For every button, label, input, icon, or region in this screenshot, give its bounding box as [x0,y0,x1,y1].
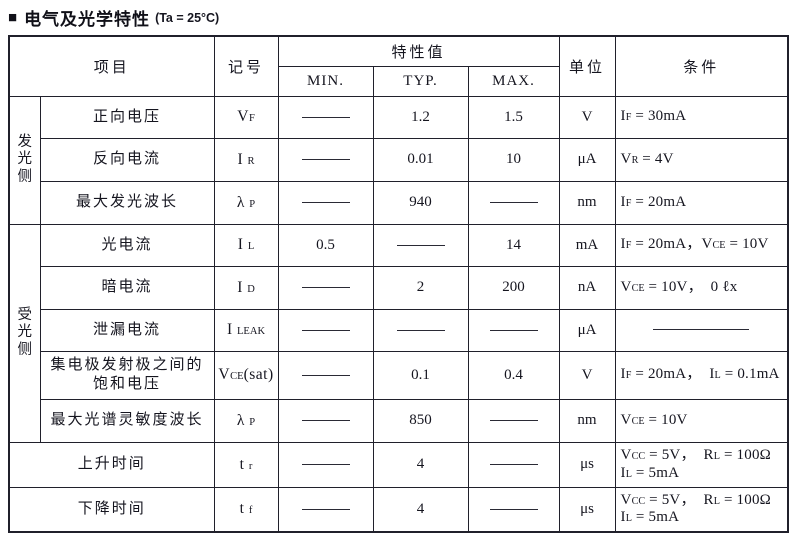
cell-max [467,180,560,225]
cell-item: 泄漏电流 [39,308,215,352]
cell-min [277,180,374,225]
cell-min: 0.5 [277,223,374,267]
spec-table-header: 项目 记号 特性值 单位 条件 MIN. TYP. MAX. [8,35,789,97]
cell-typ: 0.01 [372,137,469,182]
cell-item: 反向电流 [39,137,215,182]
cell-max: 14 [467,223,560,267]
cell-item: 集电极发射极之间的 饱和电压 [39,350,215,400]
cell-condition: VR = 4V [614,137,789,182]
cell-min [277,398,374,443]
cell-condition: IF = 20mA [614,180,789,225]
cell-unit: μA [558,137,616,182]
cell-max: 10 [467,137,560,182]
cell-typ: 4 [372,486,469,533]
cell-typ [372,308,469,352]
cell-condition: VCE = 10V， 0 ℓx [614,265,789,310]
cell-item: 最大发光波长 [39,180,215,225]
cell-typ: 4 [372,441,469,488]
cell-typ: 1.2 [372,95,469,139]
section-title-text: 电气及光学特性 [24,10,151,29]
cell-item: 光电流 [39,223,215,267]
cell-unit: mA [558,223,616,267]
spec-table-body: 发 光 侧正向电压 VF 1.2 1.5 V IF = 30mA 反向电流 I R 0.01 10… [8,95,789,533]
col-header-typ: TYP. [372,65,469,97]
cell-unit: μA [558,308,616,352]
cell-condition: IF = 30mA [614,95,789,139]
cell-unit: nA [558,265,616,310]
cell-typ [372,223,469,267]
cell-symbol: I D [213,265,279,310]
cell-symbol: λ P [213,398,279,443]
cell-min [277,350,374,400]
cell-unit: μs [558,486,616,533]
cell-condition [614,308,789,352]
table-row: 下降时间 t f 4 μs VCC = 5V， RL = 100Ω IL = 5mA [8,486,789,533]
cell-typ: 850 [372,398,469,443]
cell-max: 1.5 [467,95,560,139]
cell-typ: 940 [372,180,469,225]
section-title: ■ 电气及光学特性 (Ta = 25°C) [8,5,219,30]
cell-condition: VCC = 5V， RL = 100Ω IL = 5mA [614,486,789,533]
table-row: 最大发光波长 λ P 940 nm IF = 20mA [9,180,789,225]
cell-symbol: t r [213,441,279,488]
group-label: 受 光 侧 [8,223,41,443]
cell-unit: nm [558,398,616,443]
cell-symbol: I R [213,137,279,182]
table-row: 暗电流 I D 2 200 nA VCE = 10V， 0 ℓx [9,265,789,310]
cell-condition: VCC = 5V， RL = 100Ω IL = 5mA [614,441,789,488]
cell-unit: V [558,95,616,139]
cell-max: 0.4 [467,350,560,400]
spec-table: 项目 记号 特性值 单位 条件 MIN. TYP. MAX. 发 光 侧正向电压… [8,35,790,533]
table-row: 集电极发射极之间的 饱和电压 VCE(sat) 0.1 0.4 V IF = 20mA， … [9,350,789,400]
cell-item: 上升时间 [8,441,215,488]
table-row: 发 光 侧正向电压 VF 1.2 1.5 V IF = 30mA [8,95,789,225]
col-header-value: 特性值 [277,35,560,67]
cell-symbol: λ P [213,180,279,225]
cell-unit: nm [558,180,616,225]
cell-min [277,95,374,139]
cell-max: 200 [467,265,560,310]
cell-typ: 0.1 [372,350,469,400]
cell-symbol: I L [213,223,279,267]
table-row: 反向电流 I R 0.01 10 μA VR = 4V [9,137,789,182]
cell-item: 正向电压 [39,95,215,139]
cell-symbol: VCE(sat) [213,350,279,400]
cell-max [467,486,560,533]
table-row: 上升时间 t r 4 μs VCC = 5V， RL = 100Ω IL = 5mA [8,441,789,488]
group-label: 发 光 侧 [8,95,41,225]
cell-item: 最大光谱灵敏度波长 [39,398,215,443]
cell-condition: IF = 20mA， IL = 0.1mA [614,350,789,400]
table-row: 泄漏电流 I LEAK μA [9,308,789,352]
cell-typ: 2 [372,265,469,310]
cell-symbol: t f [213,486,279,533]
cell-min [277,137,374,182]
header-row-2: MIN. TYP. MAX. [9,65,788,97]
cell-max [467,441,560,488]
cell-max [467,308,560,352]
cell-symbol: VF [213,95,279,139]
section-bullet-icon: ■ [8,9,18,26]
cell-min [277,308,374,352]
cell-unit: μs [558,441,616,488]
cell-max [467,398,560,443]
col-header-symbol: 记号 [213,35,279,97]
cell-symbol: I LEAK [213,308,279,352]
cell-condition: IF = 20mA，VCE = 10V [614,223,789,267]
table-row: 最大光谱灵敏度波长 λ P 850 nm VCE = 10V [9,398,789,443]
col-header-condition: 条件 [614,35,789,97]
col-header-item: 项目 [8,35,215,97]
section-title-note: (Ta = 25°C) [155,10,220,25]
col-header-max: MAX. [467,65,560,97]
cell-min [277,265,374,310]
cell-min [277,486,374,533]
cell-item: 暗电流 [39,265,215,310]
cell-min [277,441,374,488]
col-header-unit: 单位 [558,35,616,97]
header-row-1: 项目 记号 特性值 单位 条件 [8,35,789,97]
cell-unit: V [558,350,616,400]
cell-condition: VCE = 10V [614,398,789,443]
cell-item: 下降时间 [8,486,215,533]
table-row: 受 光 侧光电流 I L 0.5 14 mA IF = 20mA，VCE = 10V [8,223,789,443]
col-header-min: MIN. [277,65,374,97]
